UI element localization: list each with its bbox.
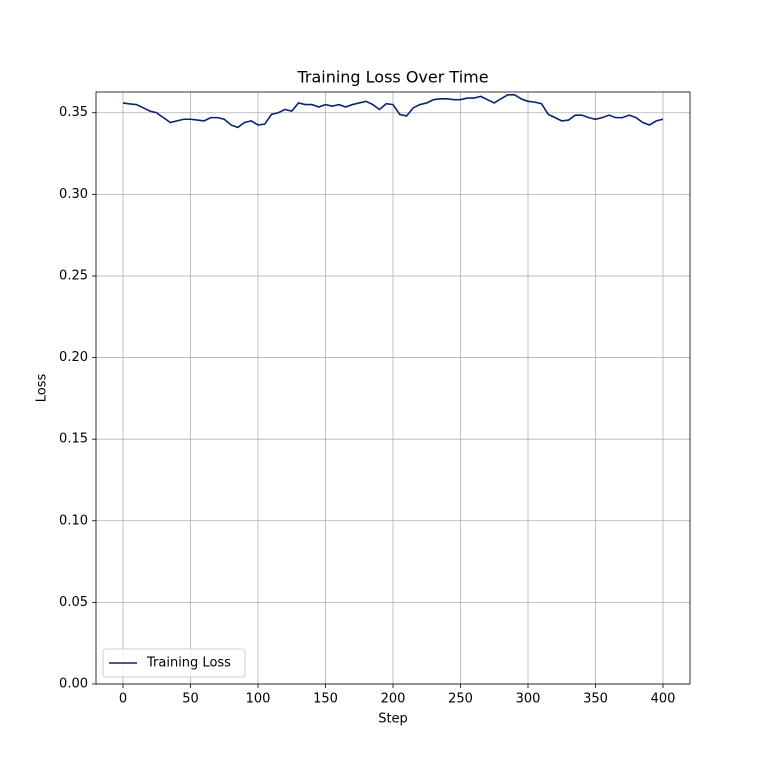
chart-title: Training Loss Over Time: [296, 68, 488, 87]
x-tick-label: 100: [246, 692, 271, 707]
y-axis-label: Loss: [35, 374, 50, 403]
x-tick-label: 250: [448, 692, 473, 707]
x-tick-label: 0: [119, 692, 127, 707]
x-tick-label: 50: [182, 692, 199, 707]
y-tick-label: 0.15: [59, 432, 88, 447]
legend-label: Training Loss: [146, 656, 231, 671]
y-tick-label: 0.30: [59, 187, 88, 202]
x-tick-label: 350: [583, 692, 608, 707]
y-tick-label: 0.05: [59, 595, 88, 610]
x-axis-label: Step: [378, 712, 408, 727]
x-tick-label: 400: [651, 692, 676, 707]
legend-box: [102, 648, 246, 678]
x-tick-label: 300: [516, 692, 541, 707]
y-tick-label: 0.00: [59, 677, 88, 692]
x-tick-label: 150: [313, 692, 338, 707]
data-line: [122, 93, 664, 129]
x-tick-label: 200: [381, 692, 406, 707]
plot-frame: [95, 91, 691, 685]
y-tick-label: 0.25: [59, 268, 88, 283]
y-tick-label: 0.35: [59, 105, 88, 120]
y-tick-label: 0.10: [59, 513, 88, 528]
y-tick-label: 0.20: [59, 350, 88, 365]
